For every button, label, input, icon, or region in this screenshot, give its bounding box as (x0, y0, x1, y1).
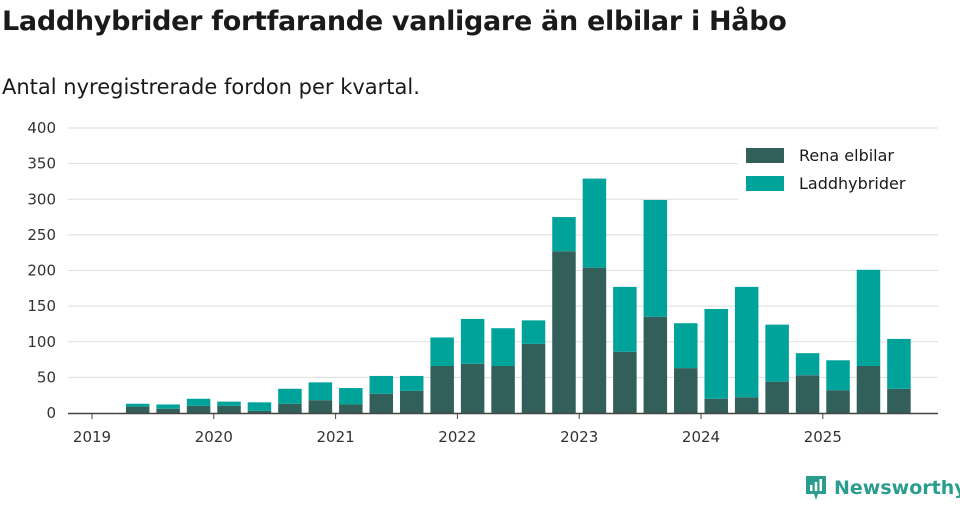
bar-rena-elbilar (369, 393, 394, 413)
bar-laddhybrider (125, 403, 150, 407)
bar-rena-elbilar (186, 405, 211, 413)
bar-laddhybrider (643, 199, 668, 317)
y-tick-label: 400 (27, 119, 56, 137)
bar-rena-elbilar (734, 397, 759, 413)
x-tick-label: 2022 (438, 428, 476, 446)
bar-laddhybrider (582, 178, 607, 268)
bar-laddhybrider (674, 323, 698, 369)
y-axis-ticks: 0 50 100 150 200 250 300 350 400 (27, 119, 56, 422)
bar-laddhybrider (308, 382, 333, 401)
bar-laddhybrider (186, 398, 211, 406)
y-tick-label: 100 (27, 333, 56, 351)
bar-rena-elbilar (826, 390, 850, 413)
bar-rena-elbilar (674, 368, 698, 413)
bar-rena-elbilar (643, 316, 668, 413)
bar-rena-elbilar (399, 390, 424, 413)
bar-rena-elbilar (217, 405, 241, 413)
y-tick-label: 150 (27, 297, 56, 315)
bar-rena-elbilar (887, 388, 911, 413)
x-tick-label: 2023 (560, 428, 598, 446)
x-tick-label: 2021 (317, 428, 355, 446)
bar-laddhybrider (613, 286, 637, 352)
bar-laddhybrider (491, 328, 515, 366)
bar-laddhybrider (369, 375, 394, 394)
bar-rena-elbilar (795, 375, 820, 413)
bars (125, 178, 911, 413)
bar-rena-elbilar (156, 408, 180, 413)
y-tick-label: 350 (27, 155, 56, 173)
bar-rena-elbilar (125, 406, 150, 413)
chart-icon (806, 476, 826, 500)
x-tick-label: 2024 (682, 428, 720, 446)
bar-rena-elbilar (582, 267, 607, 413)
bar-rena-elbilar (704, 398, 728, 413)
bar-laddhybrider (795, 353, 820, 376)
brand-logo: Newsworthy (804, 474, 960, 502)
bar-rena-elbilar (308, 400, 333, 413)
legend-label-rena: Rena elbilar (799, 146, 894, 165)
bar-rena-elbilar (460, 363, 485, 413)
bar-rena-elbilar (247, 410, 272, 413)
legend-label-ladd: Laddhybrider (799, 174, 906, 193)
bar-rena-elbilar (856, 365, 881, 413)
bar-laddhybrider (399, 375, 424, 391)
bar-laddhybrider (521, 320, 546, 344)
bar-rena-elbilar (613, 351, 637, 413)
bar-laddhybrider (247, 402, 272, 411)
bar-laddhybrider (887, 338, 911, 389)
legend: Rena elbilar Laddhybrider (738, 140, 938, 202)
bar-rena-elbilar (491, 365, 515, 413)
x-tick-label: 2019 (73, 428, 111, 446)
bar-laddhybrider (217, 401, 241, 406)
bar-laddhybrider (856, 269, 881, 366)
bar-laddhybrider (826, 360, 850, 391)
legend-swatch-rena (746, 148, 784, 163)
x-tick-label: 2020 (195, 428, 233, 446)
bar-laddhybrider (339, 388, 363, 405)
y-tick-label: 200 (27, 262, 56, 280)
bar-laddhybrider (734, 286, 759, 398)
bar-laddhybrider (460, 318, 485, 364)
bar-rena-elbilar (278, 403, 302, 413)
bar-laddhybrider (552, 217, 576, 252)
y-tick-label: 300 (27, 190, 56, 208)
bar-rena-elbilar (765, 381, 789, 413)
bar-laddhybrider (430, 337, 454, 366)
bar-rena-elbilar (552, 251, 576, 413)
brand-name: Newsworthy (834, 477, 960, 499)
bar-laddhybrider (765, 324, 789, 382)
bar-rena-elbilar (521, 343, 546, 413)
legend-swatch-ladd (746, 176, 784, 191)
bar-rena-elbilar (339, 404, 363, 413)
y-tick-label: 50 (37, 368, 56, 386)
x-tick-label: 2025 (804, 428, 842, 446)
x-axis-ticks: 2019 2020 2021 2022 2023 2024 2025 (73, 413, 842, 446)
bar-laddhybrider (278, 388, 302, 404)
y-tick-label: 250 (27, 226, 56, 244)
y-tick-label: 0 (46, 404, 56, 422)
bar-laddhybrider (704, 308, 728, 399)
chart-subtitle: Antal nyregistrerade fordon per kvartal. (2, 75, 420, 99)
chart-title: Laddhybrider fortfarande vanligare än el… (2, 6, 787, 37)
bar-rena-elbilar (430, 365, 454, 413)
bar-laddhybrider (156, 404, 180, 409)
